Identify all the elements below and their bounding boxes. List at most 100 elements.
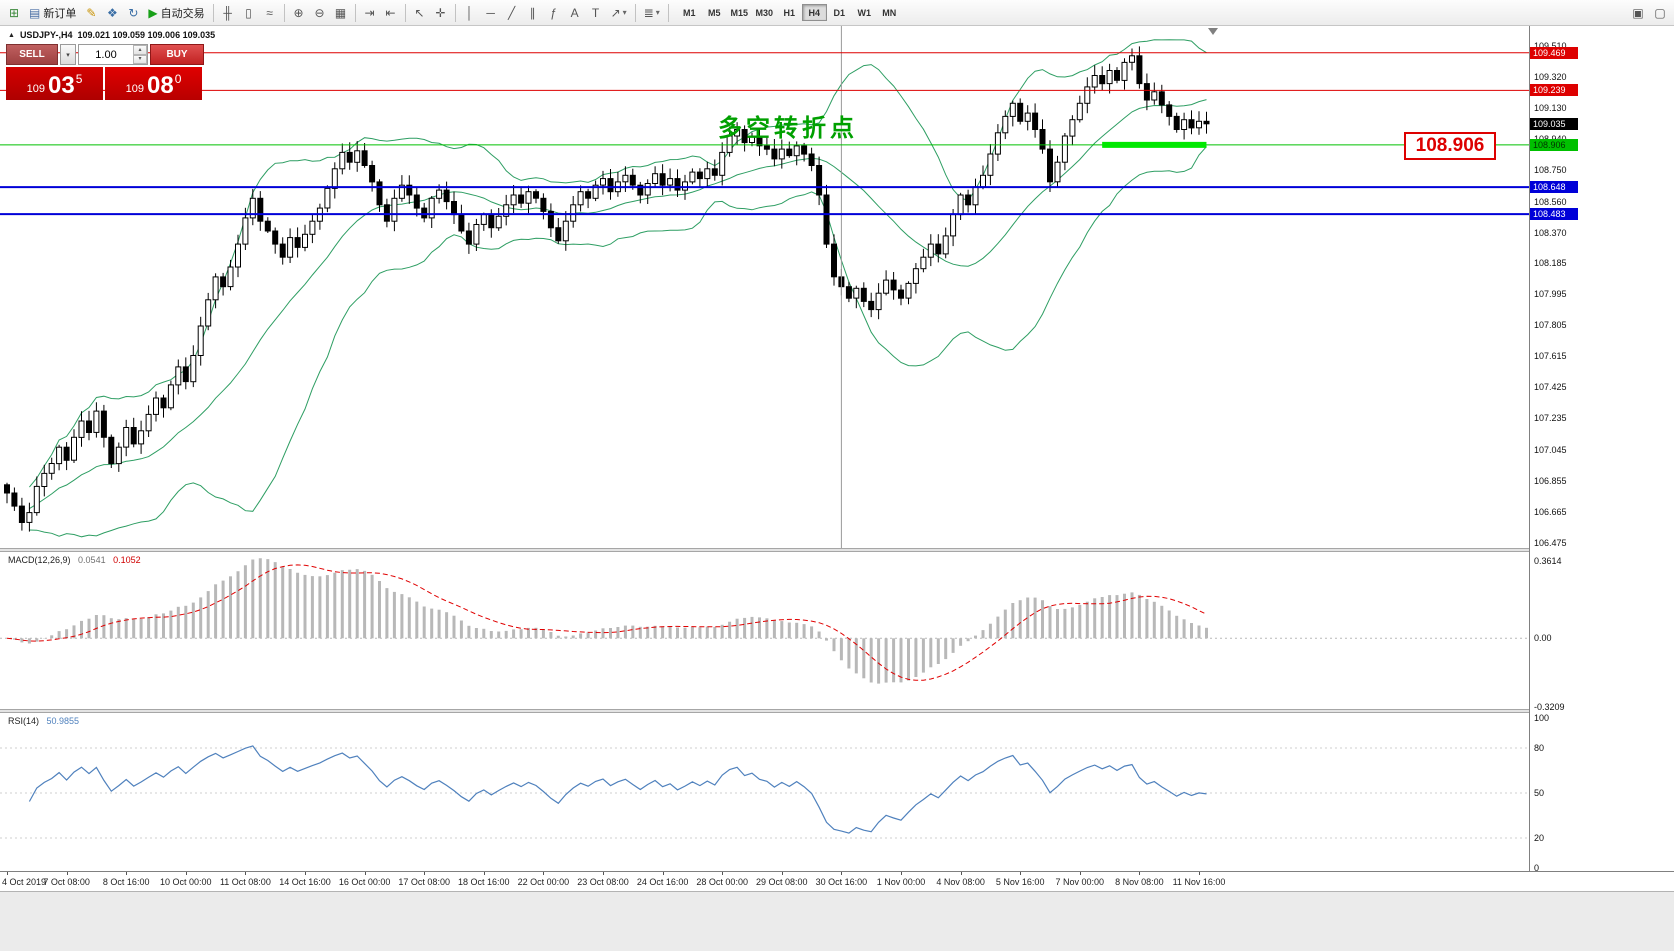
price-tag-108.483: 108.483: [1530, 208, 1578, 221]
metaeditor-icon[interactable]: ✎: [81, 3, 101, 23]
chart-shift-icon[interactable]: ⇤: [381, 3, 401, 23]
price-tick: 108.370: [1534, 227, 1567, 238]
refresh-icon[interactable]: ↻: [123, 3, 143, 23]
time-tick: [245, 872, 247, 875]
price-axis[interactable]: 109.510109.320109.130108.940108.750108.5…: [1529, 26, 1674, 873]
price-tick: 106.855: [1534, 475, 1567, 486]
time-label: 1 Nov 00:00: [876, 877, 926, 887]
buy-price-sup: 0: [174, 72, 182, 86]
sell-price-display[interactable]: 109 03 5: [6, 67, 103, 100]
chart-ohlc-info: ▲ USDJPY-,H4 109.021 109.059 109.006 109…: [8, 30, 215, 40]
timeframe-d1[interactable]: D1: [833, 7, 845, 18]
timeframe-m5[interactable]: M5: [707, 7, 721, 18]
panel-divider-rsi[interactable]: [0, 709, 1674, 713]
auto-scroll-icon: ⇥: [364, 5, 375, 20]
time-label: 29 Oct 08:00: [756, 877, 808, 887]
market-watch-icon[interactable]: ❖: [102, 3, 122, 23]
timeframe-h1[interactable]: H1: [783, 7, 795, 18]
timeframe-m15[interactable]: M15: [730, 7, 748, 18]
time-tick: [781, 872, 783, 875]
time-tick: [305, 872, 306, 875]
zoom-out-icon[interactable]: ⊖: [310, 3, 330, 23]
fibonacci-icon[interactable]: ƒ: [544, 3, 564, 23]
rsi-tick: 20: [1534, 833, 1545, 843]
buy-price-display[interactable]: 109 08 0: [105, 67, 202, 100]
price-tick: 106.665: [1534, 506, 1567, 517]
tile-windows-icon[interactable]: ▦: [331, 3, 351, 23]
time-label: 28 Oct 00:00: [696, 877, 748, 887]
price-tag-108.648: 108.648: [1530, 181, 1578, 194]
new-chart-icon: ⊞: [8, 5, 20, 20]
status-bar: [0, 891, 1674, 951]
macd-signal-value: 0.1052: [113, 555, 141, 565]
arrows-tool-icon[interactable]: ↗ ▾: [607, 3, 631, 23]
order-type-dropdown[interactable]: ▾: [60, 44, 76, 65]
time-tick: [1020, 872, 1022, 875]
vertical-line-icon[interactable]: │: [460, 3, 480, 23]
new-order-button[interactable]: ▤ 新订单: [25, 3, 80, 23]
cursor-icon[interactable]: ↖: [410, 3, 430, 23]
timeframe-m1[interactable]: M1: [682, 7, 696, 18]
rsi-tick: 50: [1534, 788, 1545, 798]
indicator-list-icon[interactable]: ≣ ▾: [640, 3, 664, 23]
line-chart-mode-icon[interactable]: ≈: [260, 3, 280, 23]
timeframe-m30[interactable]: M30: [755, 7, 773, 18]
rsi-panel-canvas[interactable]: [0, 713, 1529, 871]
refresh-icon: ↻: [128, 5, 139, 20]
new-chart-icon[interactable]: ⊞: [4, 3, 24, 23]
price-tick: 109.130: [1534, 103, 1567, 114]
new-window-icon[interactable]: ▣: [1628, 3, 1648, 23]
timeframe-h4[interactable]: H4: [801, 4, 827, 21]
current-price-tag: 109.035: [1530, 117, 1578, 130]
autotrading-button[interactable]: ▶ 自动交易: [144, 3, 208, 23]
buy-button[interactable]: BUY: [150, 44, 204, 65]
time-label: 17 Oct 08:00: [398, 877, 450, 887]
equidistant-channel-icon[interactable]: ∥: [523, 3, 543, 23]
text-icon[interactable]: A: [565, 3, 585, 23]
chart-shift-icon: ⇤: [385, 5, 396, 20]
price-tick: 108.750: [1534, 165, 1567, 176]
sell-price-sup: 5: [75, 72, 83, 86]
time-label: 7 Nov 00:00: [1055, 877, 1105, 887]
time-tick: [841, 872, 843, 875]
chart-symbol-period: USDJPY-,H4: [19, 30, 73, 40]
time-label: 7 Oct 08:00: [43, 877, 90, 887]
panel-divider-macd[interactable]: [0, 548, 1674, 552]
sell-button[interactable]: SELL: [6, 44, 58, 65]
time-tick: [483, 872, 485, 875]
candlestick-mode-icon[interactable]: ▯: [239, 3, 259, 23]
caret-down-icon: ▾: [655, 8, 660, 17]
time-label: 30 Oct 16:00: [815, 877, 868, 887]
bar-chart-mode-icon[interactable]: ╫: [218, 3, 238, 23]
main-toolbar: ⊞ ▤ 新订单 ✎ ❖ ↻ ▶ 自动交易 ╫ ▯ ≈ ⊕ ⊖ ▦ ⇥ ⇤ ↖ ✛ │ ─ ╱ ∥ ƒ A T ↗ ▾ ≣ ▾ M1 M5 M1…: [0, 0, 1674, 26]
cursor-icon: ↖: [414, 5, 425, 20]
zoom-in-icon[interactable]: ⊕: [289, 3, 309, 23]
collapse-trade-panel-icon[interactable]: ▲: [8, 31, 15, 39]
text-label-icon[interactable]: T: [586, 3, 606, 23]
volume-increase-button[interactable]: ▴: [133, 45, 147, 55]
auto-scroll-icon[interactable]: ⇥: [360, 3, 380, 23]
window-list-icon[interactable]: ▢: [1650, 3, 1670, 23]
volume-input[interactable]: [79, 45, 133, 64]
price-chart-canvas[interactable]: [0, 26, 1529, 549]
time-axis[interactable]: 4 Oct 2019 7 Oct 08:00 8 Oct 16:00 10 Oct 0…: [0, 871, 1674, 891]
crosshair-icon[interactable]: ✛: [431, 3, 451, 23]
price-tick: 107.235: [1534, 413, 1567, 424]
toolbar-separator: [404, 3, 406, 22]
timeframe-w1[interactable]: W1: [857, 7, 871, 18]
horizontal-line-icon: ─: [486, 5, 495, 20]
bar-chart-mode-icon: ╫: [223, 5, 232, 20]
time-tick: [662, 872, 664, 875]
horizontal-line-icon[interactable]: ─: [481, 3, 501, 23]
time-label: 11 Nov 16:00: [1172, 877, 1226, 887]
timeframe-group: M1 M5 M15 M30 H1 H4 D1 W1 MN: [677, 4, 902, 21]
chart-annotation-text[interactable]: 多空转折点: [718, 115, 858, 142]
timeframe-mn[interactable]: MN: [882, 7, 897, 18]
time-tick: [543, 872, 545, 875]
metaeditor-icon: ✎: [86, 5, 97, 20]
equidistant-channel-icon: ∥: [529, 5, 536, 20]
trendline-icon[interactable]: ╱: [502, 3, 522, 23]
macd-panel-canvas[interactable]: [0, 552, 1529, 710]
volume-decrease-button[interactable]: ▾: [133, 54, 147, 64]
key-level-callout[interactable]: 108.906: [1404, 132, 1496, 160]
